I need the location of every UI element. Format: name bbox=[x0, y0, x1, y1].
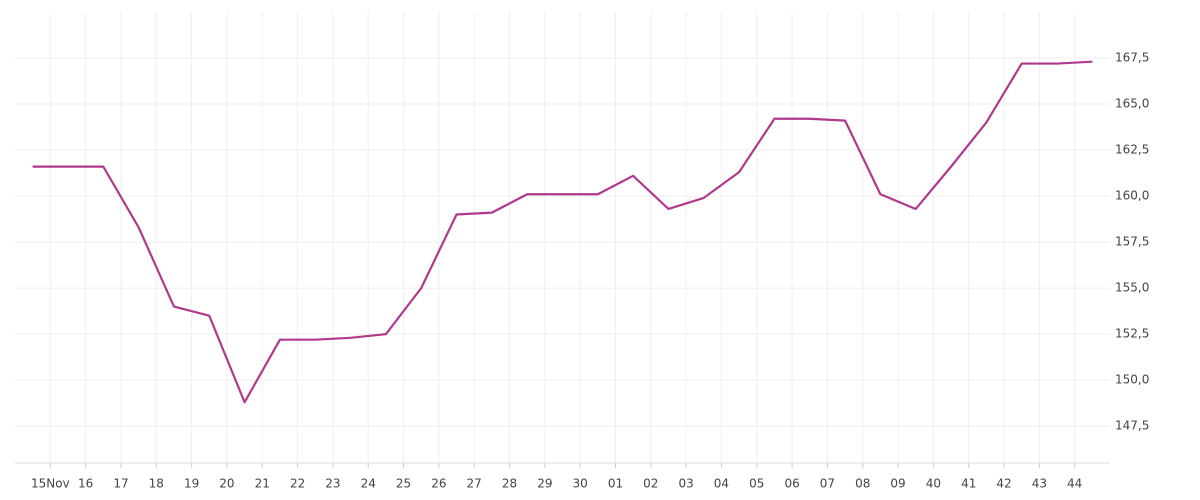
x-tick-label: 05 bbox=[749, 477, 764, 491]
x-tick-label: 08 bbox=[855, 477, 870, 491]
x-tick-label: 30 bbox=[573, 477, 588, 491]
y-tick-label: 157,5 bbox=[1115, 235, 1149, 249]
x-tick-label: 42 bbox=[996, 477, 1011, 491]
x-tick-label: 40 bbox=[926, 477, 941, 491]
x-tick-label: 27 bbox=[467, 477, 482, 491]
x-tick-label: 17 bbox=[113, 477, 128, 491]
y-tick-label: 165,0 bbox=[1115, 97, 1149, 111]
x-tick-label: 20 bbox=[219, 477, 234, 491]
y-tick-label: 150,0 bbox=[1115, 373, 1149, 387]
x-tick-label: 07 bbox=[820, 477, 835, 491]
y-tick-label: 152,5 bbox=[1115, 327, 1149, 341]
x-tick-label: 41 bbox=[961, 477, 976, 491]
x-tick-label: 26 bbox=[431, 477, 446, 491]
x-tick-label: 23 bbox=[325, 477, 340, 491]
x-tick-label: 03 bbox=[678, 477, 693, 491]
x-tick-label: 06 bbox=[784, 477, 799, 491]
x-tick-label: 15Nov bbox=[31, 477, 70, 491]
x-tick-label: 18 bbox=[149, 477, 164, 491]
y-tick-label: 155,0 bbox=[1115, 281, 1149, 295]
x-tick-label: 01 bbox=[608, 477, 623, 491]
x-tick-label: 09 bbox=[890, 477, 905, 491]
x-tick-label: 19 bbox=[184, 477, 199, 491]
x-tick-label: 04 bbox=[714, 477, 729, 491]
x-tick-label: 24 bbox=[361, 477, 376, 491]
x-tick-label: 25 bbox=[396, 477, 411, 491]
y-tick-label: 162,5 bbox=[1115, 143, 1149, 157]
x-tick-label: 16 bbox=[78, 477, 93, 491]
y-tick-label: 160,0 bbox=[1115, 189, 1149, 203]
x-tick-label: 02 bbox=[643, 477, 658, 491]
line-series bbox=[32, 60, 1093, 404]
x-tick-label: 28 bbox=[502, 477, 517, 491]
y-tick-label: 147,5 bbox=[1115, 419, 1149, 433]
x-tick-label: 21 bbox=[255, 477, 270, 491]
x-tick-label: 22 bbox=[290, 477, 305, 491]
y-tick-label: 167,5 bbox=[1115, 51, 1149, 65]
x-tick-label: 29 bbox=[537, 477, 552, 491]
x-tick-label: 44 bbox=[1067, 477, 1082, 491]
x-tick-label: 43 bbox=[1032, 477, 1047, 491]
